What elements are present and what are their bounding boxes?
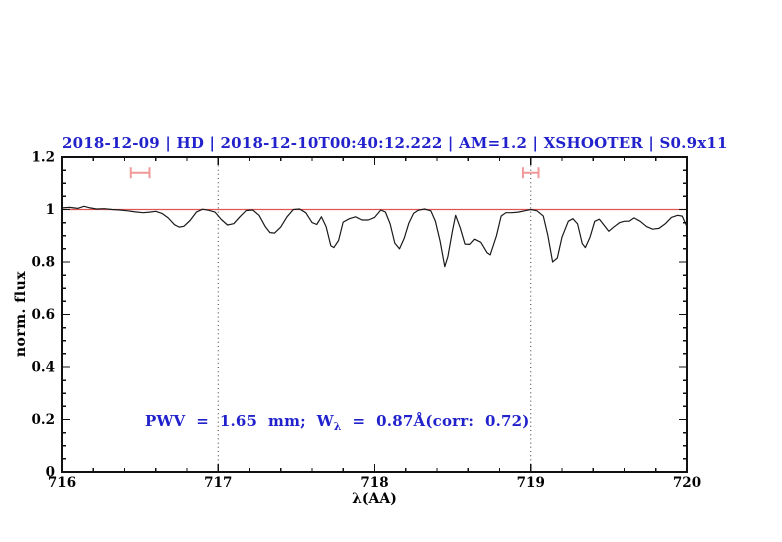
x-tick-label: 718 <box>360 475 388 491</box>
annotation-text-post: = 0.87Å(corr: 0.72) <box>341 412 530 430</box>
x-tick-label: 717 <box>204 475 232 491</box>
x-tick-label: 716 <box>48 475 76 491</box>
annotation-lambda-subscript: λ <box>333 420 342 433</box>
band-range-marker <box>129 167 151 179</box>
x-tick-label: 720 <box>673 475 701 491</box>
x-tick-label: 719 <box>517 475 545 491</box>
y-tick-label: 0.2 <box>32 412 56 428</box>
plot-box <box>61 156 688 473</box>
y-tick-label: 0 <box>46 465 55 481</box>
y-tick-label: 1.2 <box>32 150 56 166</box>
y-tick-label: 0.8 <box>32 255 56 271</box>
spectrum-line <box>61 205 688 268</box>
band-range-marker <box>521 167 540 179</box>
x-axis-label: λ(AA) <box>352 491 397 507</box>
y-tick-label: 0.4 <box>32 360 56 376</box>
pwv-annotation: PWV = 1.65 mm; Wλ = 0.87Å(corr: 0.72) <box>145 412 530 433</box>
y-tick-label: 1 <box>46 202 55 218</box>
y-tick-label: 0.6 <box>32 307 56 323</box>
annotation-text-pre: PWV = 1.65 mm; W <box>145 412 334 430</box>
